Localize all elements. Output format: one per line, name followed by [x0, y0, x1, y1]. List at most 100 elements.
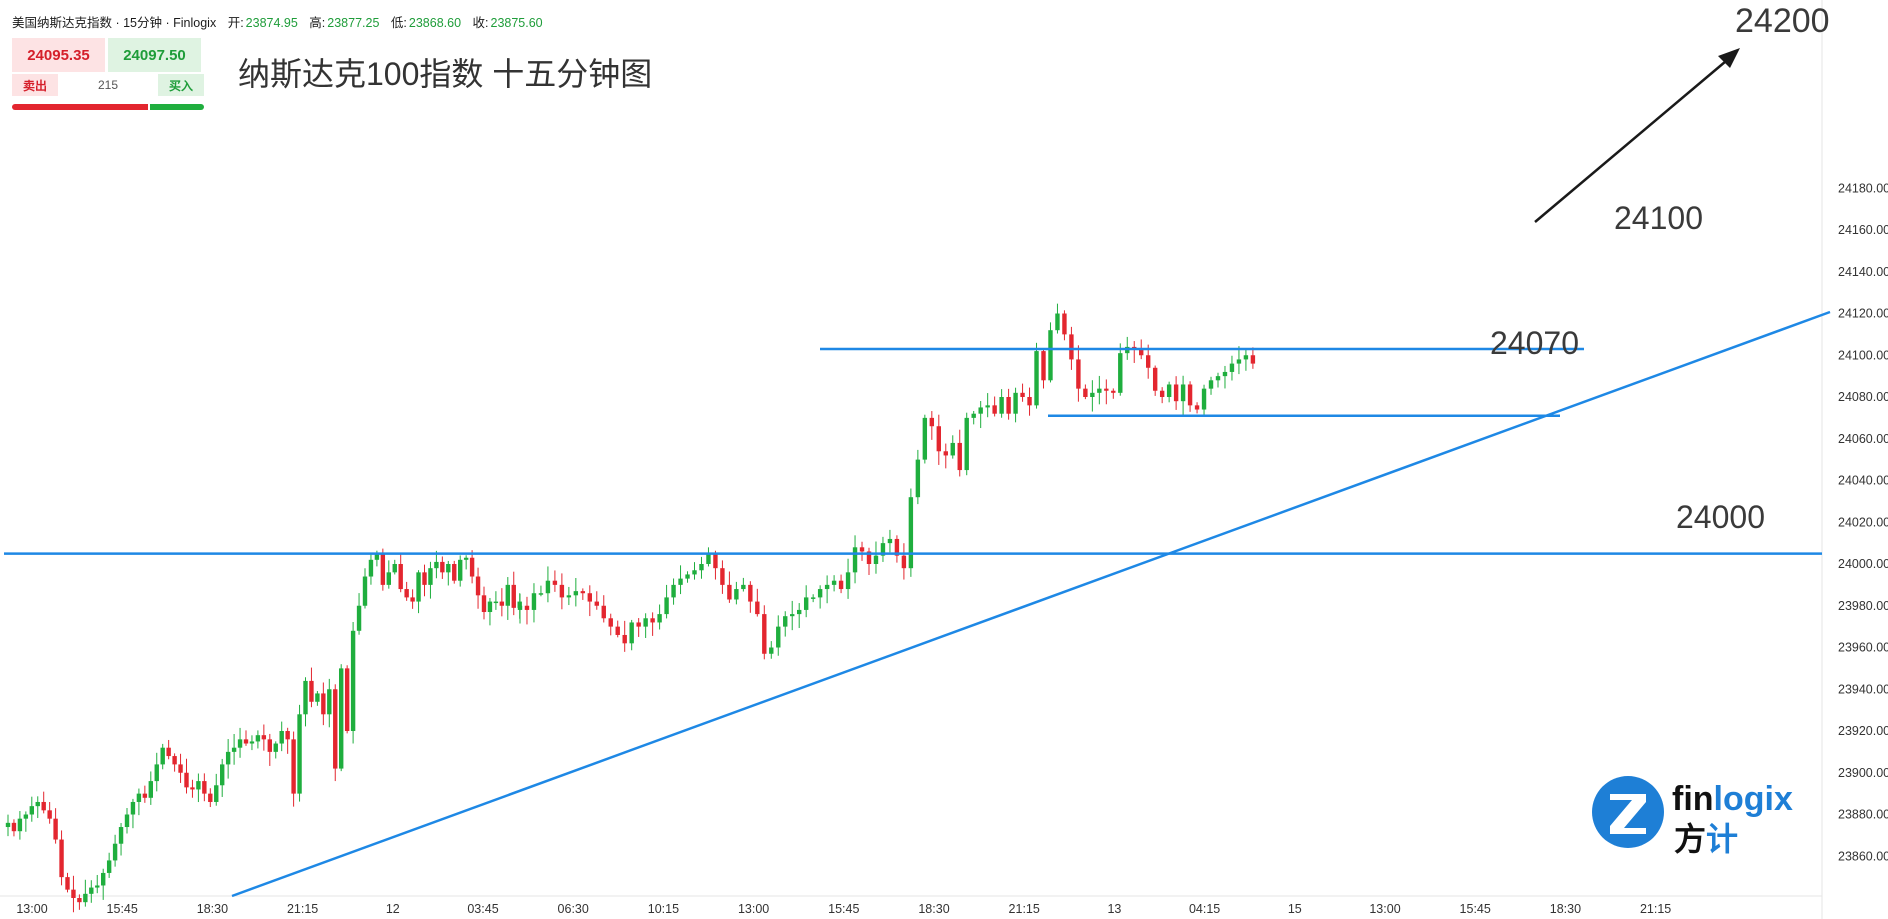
candle-up: [487, 601, 493, 613]
candle-up: [685, 574, 690, 579]
y-tick-label: 24160.00: [1838, 223, 1888, 237]
candle-down: [380, 553, 386, 585]
candle-up: [350, 630, 356, 731]
candle-up: [706, 553, 711, 564]
candle-up: [89, 887, 94, 894]
candle-up: [678, 578, 683, 585]
candle-down: [1111, 390, 1116, 393]
candle-up: [1208, 380, 1214, 389]
candles: [5, 303, 1256, 913]
candle-up: [1229, 363, 1235, 372]
candle-down: [291, 739, 296, 794]
candle-up: [1180, 384, 1186, 402]
candle-down: [398, 564, 403, 590]
candle-down: [615, 626, 620, 635]
candle-down: [1187, 384, 1193, 406]
candle-down: [1250, 355, 1256, 364]
candle-up: [493, 601, 499, 604]
buy-price-button[interactable]: 24097.50: [108, 38, 201, 72]
candle-down: [552, 580, 558, 585]
candle-up: [95, 885, 100, 888]
candle-up: [999, 397, 1004, 414]
candle-down: [957, 442, 962, 471]
y-tick-label: 24080.00: [1838, 390, 1888, 404]
ohlc-high-label: 高:: [309, 16, 326, 30]
annotation-label: 24200: [1735, 2, 1830, 40]
candle-up: [17, 818, 23, 832]
candle-up: [908, 497, 914, 569]
x-tick-label: 04:15: [1189, 902, 1220, 916]
candle-up: [1034, 351, 1039, 406]
ohlc-close-value: 23875.60: [490, 16, 543, 30]
x-tick-label: 15:45: [107, 902, 138, 916]
candle-down: [404, 589, 409, 598]
target-arrow-line: [1534, 55, 1733, 223]
candle-down: [452, 564, 457, 581]
chart-title: 纳斯达克100指数 十五分钟图: [238, 56, 653, 92]
x-tick-label: 03:45: [467, 902, 498, 916]
y-tick-label: 24140.00: [1838, 265, 1888, 279]
y-tick-label: 24000.00: [1838, 557, 1888, 571]
candle-up: [136, 793, 142, 802]
candle-down: [184, 772, 189, 788]
candle-down: [762, 614, 767, 654]
quote-widget: 24095.35 24097.50 卖出 215 买入: [12, 38, 204, 110]
candle-up: [327, 689, 332, 715]
y-tick-label: 24180.00: [1838, 181, 1888, 195]
candle-down: [992, 405, 997, 414]
y-tick-label: 23980.00: [1838, 599, 1888, 613]
candle-up: [880, 543, 886, 556]
candle-up: [887, 538, 893, 544]
candle-down: [580, 591, 586, 594]
candle-up: [124, 814, 130, 828]
candle-up: [734, 589, 739, 600]
candle-up: [303, 680, 308, 715]
candle-down: [1006, 397, 1011, 414]
candle-up: [852, 547, 858, 573]
candle-down: [1062, 313, 1067, 335]
y-tick-label: 23860.00: [1838, 849, 1888, 863]
y-tick-label: 24040.00: [1838, 474, 1888, 488]
candle-up: [356, 605, 362, 631]
candle-up: [1222, 371, 1228, 377]
candle-up: [255, 735, 261, 742]
candle-down: [1194, 405, 1200, 410]
sell-price-button[interactable]: 24095.35: [12, 38, 105, 72]
candle-up: [545, 580, 551, 594]
candle-up: [458, 559, 463, 581]
x-tick-label: 15:45: [1460, 902, 1491, 916]
x-tick-label: 10:15: [648, 902, 679, 916]
candle-up: [83, 893, 88, 903]
candle-up: [783, 616, 788, 627]
candle-up: [339, 668, 344, 769]
candle-up: [831, 580, 837, 585]
candle-down: [594, 601, 599, 606]
logo-text-en: finlogix: [1672, 780, 1793, 818]
candle-down: [1076, 359, 1081, 389]
candle-down: [261, 735, 267, 740]
candle-down: [481, 595, 487, 613]
sell-button[interactable]: 卖出: [12, 74, 58, 96]
candle-down: [202, 781, 207, 794]
candle-down: [53, 818, 58, 840]
candle-down: [243, 739, 249, 744]
candle-down: [929, 417, 935, 427]
ohlc-close-label: 收:: [472, 16, 489, 30]
candle-down: [608, 618, 613, 627]
finlogix-logo: finlogix 方计: [1592, 776, 1793, 858]
candle-down: [524, 605, 530, 610]
candle-up: [315, 693, 320, 702]
candle-up: [220, 764, 225, 786]
x-tick-label: 21:15: [1640, 902, 1671, 916]
buy-button[interactable]: 买入: [158, 74, 204, 96]
candle-up: [517, 605, 523, 610]
x-tick-label: 15: [1288, 902, 1302, 916]
logo-text-cn: 方计: [1674, 820, 1738, 858]
candle-up: [231, 747, 237, 752]
candle-up: [237, 739, 243, 748]
rising-trendline: [231, 310, 1831, 898]
x-tick-label: 18:30: [918, 902, 949, 916]
x-tick-label: 06:30: [558, 902, 589, 916]
candle-down: [410, 597, 415, 602]
